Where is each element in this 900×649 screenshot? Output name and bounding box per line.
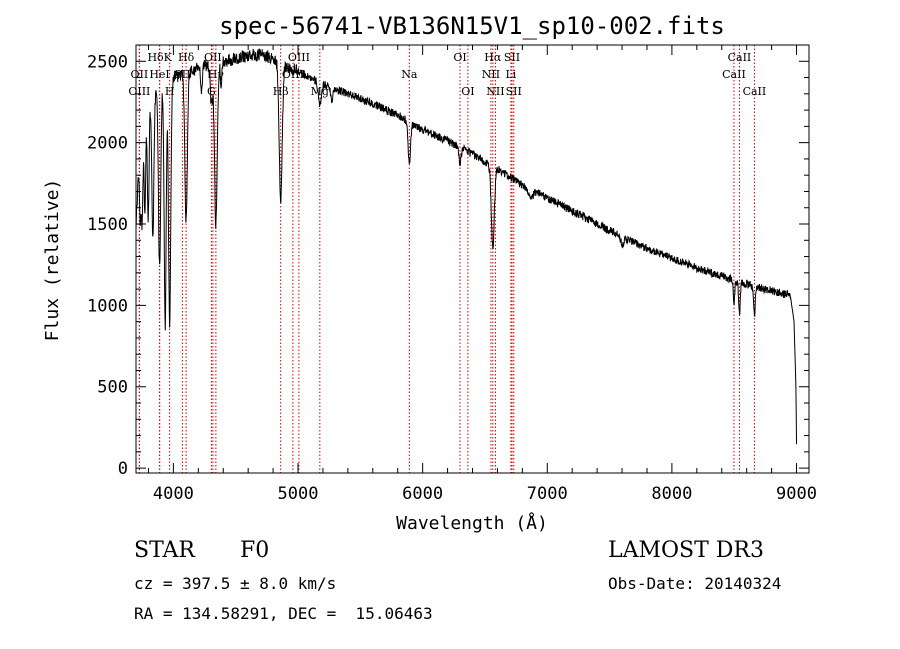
y-tick-label: 0 — [118, 459, 128, 479]
y-tick-label: 500 — [97, 378, 128, 398]
line-label: CaII — [728, 51, 752, 64]
line-label: CaII — [743, 85, 767, 98]
y-tick-label: 2500 — [87, 52, 128, 72]
line-label: NII — [486, 85, 504, 98]
y-axis-label: Flux (relative) — [42, 179, 63, 342]
line-label: OI — [461, 85, 474, 98]
line-label: OIII — [288, 51, 310, 64]
x-tick-label: 4000 — [153, 484, 194, 504]
object-subclass: F0 — [240, 538, 270, 563]
line-label: Na — [401, 68, 418, 81]
observation-date: Obs-Date: 20140324 — [608, 574, 782, 593]
chart-title: spec-56741-VB136N15V1_sp10-002.fits — [219, 12, 725, 40]
x-tick-label: 5000 — [278, 484, 319, 504]
line-label: Hα — [484, 51, 502, 64]
survey-name: LAMOST DR3 — [608, 538, 764, 563]
line-label: Hβ — [273, 85, 289, 98]
spectral-line-markers — [138, 45, 755, 473]
line-label: SII — [506, 85, 522, 98]
y-tick-label: 1500 — [87, 215, 128, 235]
line-label: OII — [204, 51, 222, 64]
line-label: HδK — [147, 51, 172, 64]
line-label: CaII — [722, 68, 746, 81]
coordinates-readout: RA = 134.58291, DEC = 15.06463 — [134, 604, 433, 623]
line-label: OIII — [128, 85, 150, 98]
line-label: Hδ — [178, 51, 195, 64]
line-label: HeI — [149, 68, 169, 81]
x-axis-label: Wavelength (Å) — [396, 512, 548, 534]
x-axis-ticks: 4000 5000 6000 7000 8000 9000 — [147, 45, 817, 504]
y-axis-ticks: 0 500 1000 1500 2000 2500 — [87, 52, 809, 479]
x-tick-label: 8000 — [651, 484, 692, 504]
y-tick-label: 2000 — [87, 134, 128, 154]
spectrum-line — [135, 48, 798, 445]
line-label: H — [165, 85, 175, 98]
line-label: SII — [504, 51, 520, 64]
x-tick-label: 6000 — [402, 484, 443, 504]
line-label: OI — [453, 51, 466, 64]
redshift-readout: cz = 397.5 ± 8.0 km/s — [134, 574, 337, 593]
line-label: OII — [131, 68, 149, 81]
line-label: NII — [482, 68, 500, 81]
object-class: STAR — [134, 538, 195, 563]
line-label: G — [207, 85, 216, 98]
line-label: Li — [505, 68, 516, 81]
x-tick-label: 9000 — [776, 484, 817, 504]
plot-frame — [135, 44, 810, 474]
y-tick-label: 1000 — [87, 296, 128, 316]
x-tick-label: 7000 — [527, 484, 568, 504]
